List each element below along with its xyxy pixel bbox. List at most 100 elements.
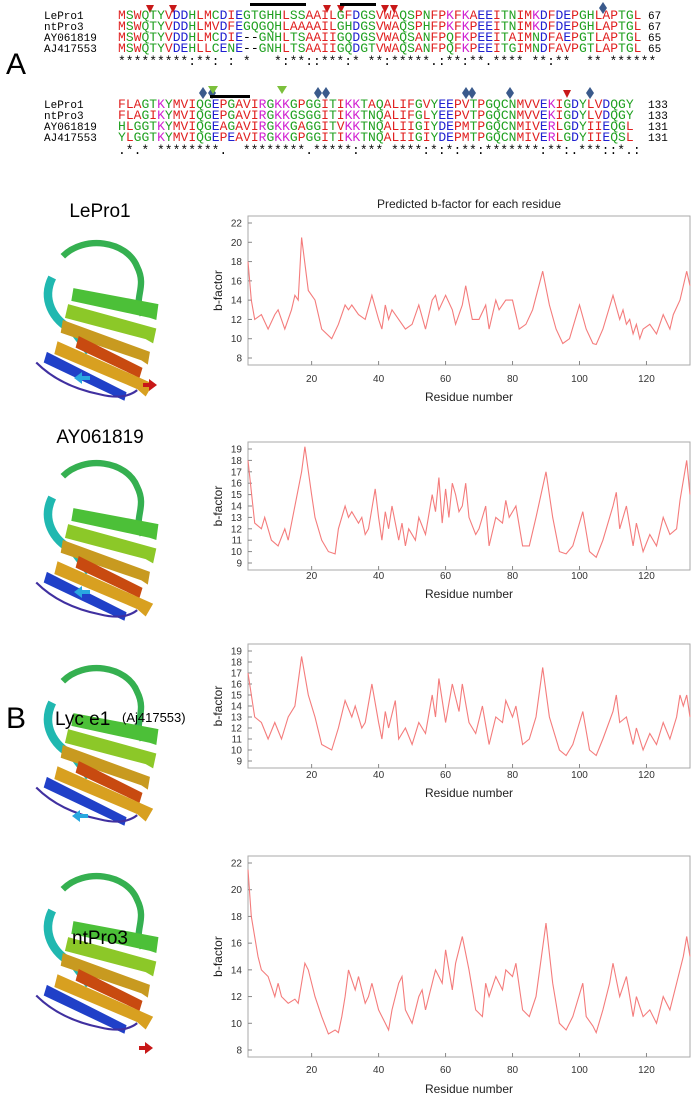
y-tick-label: 12 — [231, 315, 243, 326]
x-tick-label: 20 — [306, 770, 318, 781]
sequence-name: AY061819 — [44, 122, 97, 134]
y-tick-label: 20 — [231, 238, 243, 249]
y-tick-label: 14 — [231, 502, 243, 513]
sequence-name: ntPro3 — [44, 22, 84, 34]
sequence: FLAGIKYMVIQGEPGAVIRGKKGSGGITIKKTNQALIFGL… — [118, 108, 634, 123]
x-tick-label: 40 — [373, 770, 385, 781]
plot-frame — [247, 643, 691, 769]
sequence: HLGGTKYMVIQGEAGAVIRGKKGAGGITVKKTNQALIIGI… — [118, 119, 634, 134]
line-chart: 8 10 12 14 16 18 20 22 20 40 60 80 100 120 Residue num… — [211, 855, 691, 1096]
data-line — [247, 446, 691, 559]
x-tick-label: 120 — [638, 770, 655, 781]
y-tick-label: 16 — [231, 680, 243, 691]
y-tick-label: 18 — [231, 912, 243, 923]
y-tick-label: 11 — [232, 735, 243, 746]
x-tick-label: 60 — [440, 374, 452, 385]
sequence-end: 67 — [648, 11, 661, 23]
y-tick-label: 16 — [231, 479, 243, 490]
x-tick-label: 80 — [507, 770, 519, 781]
sequence-end: 65 — [648, 33, 661, 45]
x-tick-label: 40 — [373, 1065, 385, 1076]
chart-title: Predicted b-factor for each residue — [377, 197, 561, 211]
structure-images — [36, 243, 158, 1054]
y-tick-label: 10 — [231, 1019, 243, 1030]
x-tick-label: 20 — [306, 374, 318, 385]
y-tick-label: 8 — [236, 354, 242, 365]
plot-frame — [247, 855, 691, 1058]
x-tick-label: 100 — [571, 1065, 588, 1076]
y-axis-label: b-factor — [211, 686, 225, 727]
y-tick-label: 15 — [231, 691, 243, 702]
y-tick-label: 17 — [231, 467, 243, 478]
sequence-name: LePro1 — [44, 100, 84, 112]
x-tick-label: 60 — [440, 1065, 452, 1076]
x-tick-label: 120 — [638, 1065, 655, 1076]
y-tick-label: 22 — [231, 859, 243, 870]
sequence-end: 67 — [648, 22, 661, 34]
y-tick-label: 18 — [231, 257, 243, 268]
x-tick-label: 40 — [373, 571, 385, 582]
y-tick-label: 19 — [231, 647, 243, 658]
sequence: MSWQTYVDDHLMCDIE--GNHLTSAAIIGQDGSVWAQSAN… — [118, 30, 641, 45]
x-tick-label: 80 — [507, 1065, 519, 1076]
y-tick-label: 9 — [236, 559, 242, 570]
x-tick-label: 100 — [571, 770, 588, 781]
y-tick-label: 20 — [231, 885, 243, 896]
x-tick-label: 60 — [440, 571, 452, 582]
y-axis-label: b-factor — [211, 486, 225, 527]
sequence: MSWQTYVDDHLMCDIEGTGHHLSSAAILGFDGSVWAQSPN… — [118, 8, 641, 23]
sequence: MSWQTYVDDHLMVDFEGQGQHLAAAAILGHDGSVWAQSPH… — [118, 19, 641, 34]
structure-label: ntPro3 — [72, 928, 128, 949]
y-tick-label: 18 — [231, 456, 243, 467]
line-chart: Predicted b-factor for each residue 8 10 12… — [211, 197, 691, 404]
y-tick-label: 13 — [231, 513, 243, 524]
data-line — [247, 237, 691, 346]
plot-frame — [247, 215, 691, 366]
sequence-name: AJ417553 — [44, 44, 97, 56]
x-tick-label: 60 — [440, 770, 452, 781]
structure-label: AY061819 — [56, 427, 143, 448]
sequence-end: 131 — [648, 122, 668, 134]
x-axis-label: Residue number — [425, 786, 513, 800]
y-axis-label: b-factor — [211, 270, 225, 311]
x-tick-label: 120 — [638, 374, 655, 385]
x-tick-label: 80 — [507, 571, 519, 582]
x-tick-label: 40 — [373, 374, 385, 385]
y-tick-label: 8 — [236, 1046, 242, 1057]
data-line — [247, 656, 691, 757]
y-tick-label: 16 — [231, 276, 243, 287]
y-tick-label: 14 — [231, 965, 243, 976]
sequence-end: 133 — [648, 100, 668, 112]
y-tick-label: 14 — [231, 702, 243, 713]
y-tick-label: 17 — [231, 669, 243, 680]
x-tick-label: 20 — [306, 571, 318, 582]
panel-label: A — [6, 48, 26, 81]
x-tick-label: 20 — [306, 1065, 318, 1076]
consensus: .*.* ********. ********.*****:*** ****:*… — [118, 143, 641, 158]
sequence-end: 133 — [648, 111, 668, 123]
sequence: FLAGTKYMVIQGEPGAVIRGKKGPGGITIKKTAQALIFGV… — [118, 97, 634, 112]
y-tick-label: 10 — [231, 547, 243, 558]
consensus: *********:**: : * *:**::***:* **:*****.:… — [118, 54, 656, 69]
y-tick-label: 12 — [231, 992, 243, 1003]
y-tick-label: 12 — [231, 724, 243, 735]
sequence-name: LePro1 — [44, 11, 84, 23]
y-tick-label: 14 — [231, 296, 243, 307]
y-tick-label: 19 — [231, 445, 243, 456]
y-tick-label: 10 — [231, 746, 243, 757]
y-tick-label: 9 — [236, 757, 242, 768]
sequence: YLGGTKYMVIQGEPEAVIRGKKGPGGITIKKTNQALIIGI… — [118, 130, 634, 145]
structure-label: LePro1 — [69, 201, 130, 222]
y-tick-label: 10 — [231, 334, 243, 345]
y-axis-label: b-factor — [211, 936, 225, 977]
y-tick-label: 18 — [231, 658, 243, 669]
x-axis-label: Residue number — [425, 1082, 513, 1096]
x-tick-label: 100 — [571, 571, 588, 582]
x-axis-label: Residue number — [425, 390, 513, 404]
x-tick-label: 80 — [507, 374, 519, 385]
x-axis-label: Residue number — [425, 587, 513, 601]
sequence-name: AJ417553 — [44, 133, 97, 145]
plot-frame — [247, 441, 691, 571]
